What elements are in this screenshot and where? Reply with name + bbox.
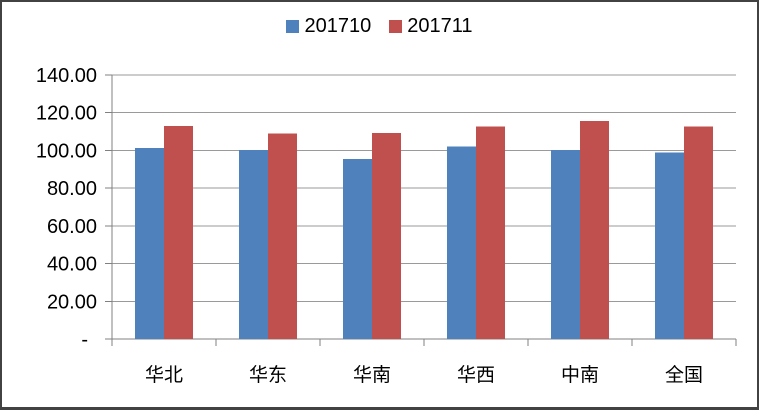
bar-201711-中南 — [580, 121, 609, 339]
bar-201711-华西 — [476, 126, 505, 339]
bar-201710-全国 — [655, 152, 684, 339]
legend-item-series-1: 201710 — [286, 16, 371, 36]
x-category-label: 华东 — [249, 364, 287, 386]
x-category-label: 华北 — [145, 364, 183, 386]
x-category-label: 华西 — [457, 364, 495, 386]
x-category-label: 全国 — [665, 364, 703, 386]
bar-201711-华东 — [268, 133, 297, 339]
y-tick-label: - — [81, 329, 88, 351]
y-tick-label: 140.00 — [36, 65, 97, 87]
y-tick-label: 100.00 — [36, 140, 97, 162]
legend-label-series-1: 201710 — [304, 15, 372, 37]
y-tick-label: 40.00 — [47, 254, 97, 276]
legend: 201710 201711 — [2, 16, 757, 36]
legend-label-series-2: 201711 — [407, 15, 473, 37]
bar-201710-中南 — [551, 149, 580, 339]
bar-201711-华南 — [372, 132, 401, 339]
bar-201710-华南 — [343, 158, 372, 339]
y-tick-label: 120.00 — [36, 103, 97, 125]
bar-201711-华北 — [164, 125, 193, 340]
legend-swatch-series-1-icon — [286, 19, 300, 33]
legend-item-series-2: 201711 — [389, 15, 473, 37]
legend-swatch-series-2-icon — [389, 19, 403, 33]
x-category-label: 华南 — [353, 364, 391, 386]
bar-201710-华东 — [239, 149, 268, 339]
bar-201710-华北 — [135, 147, 164, 339]
bar-201711-全国 — [684, 126, 713, 339]
bar-201710-华西 — [447, 146, 476, 339]
y-tick-label: 60.00 — [47, 216, 97, 238]
y-tick-label: 80.00 — [47, 178, 97, 200]
x-category-label: 中南 — [561, 364, 599, 386]
y-tick-label: 20.00 — [47, 291, 97, 313]
